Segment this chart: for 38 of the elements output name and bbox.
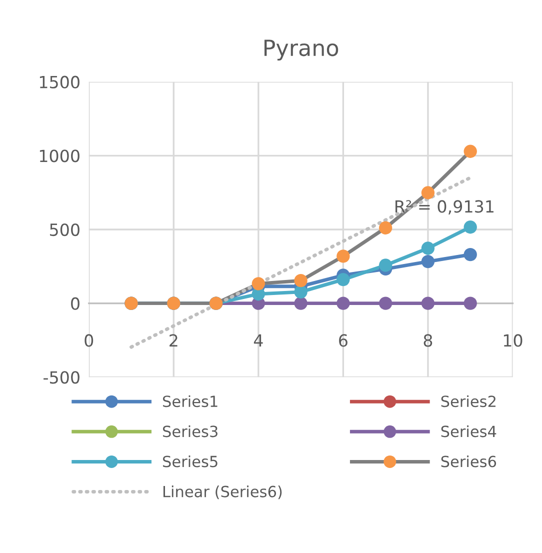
point xyxy=(464,296,477,310)
point xyxy=(252,277,266,290)
x-tick-label: 2 xyxy=(170,334,178,347)
point xyxy=(421,296,435,310)
point xyxy=(336,296,350,310)
point xyxy=(421,242,435,255)
point xyxy=(464,144,477,158)
legend-label: Series3 xyxy=(162,425,218,438)
y-tick-label: 500 xyxy=(50,223,80,236)
x-tick-label: 4 xyxy=(254,334,263,347)
point xyxy=(421,254,435,268)
point xyxy=(378,296,392,310)
point xyxy=(294,274,308,288)
y-tick-label: 1500 xyxy=(40,76,80,88)
point xyxy=(336,272,350,286)
y-tick-label: 1000 xyxy=(40,150,80,162)
point xyxy=(421,186,435,200)
x-tick-label: 0 xyxy=(84,334,94,347)
legend-label: Series4 xyxy=(441,425,496,438)
x-tick-label: 8 xyxy=(424,334,432,347)
point xyxy=(294,285,308,299)
legend-label: Linear (Series6) xyxy=(163,486,282,500)
point xyxy=(378,258,392,272)
x-tick-label: 10 xyxy=(504,334,522,347)
point xyxy=(464,248,477,262)
y-tick-label: -500 xyxy=(44,371,80,384)
legend-label: Series2 xyxy=(441,395,496,408)
point xyxy=(294,296,308,310)
y-tick-label: 0 xyxy=(71,297,80,310)
legend-label: Series1 xyxy=(162,395,218,408)
x-tick-label: 6 xyxy=(339,334,348,347)
point xyxy=(464,220,477,234)
legend-label: Series5 xyxy=(162,455,218,468)
legend-label: Series6 xyxy=(441,455,496,468)
point xyxy=(336,250,350,263)
chart-title: Pyrano xyxy=(264,40,338,61)
point xyxy=(378,221,392,234)
annotation: R² = 0,9131 xyxy=(396,200,494,214)
